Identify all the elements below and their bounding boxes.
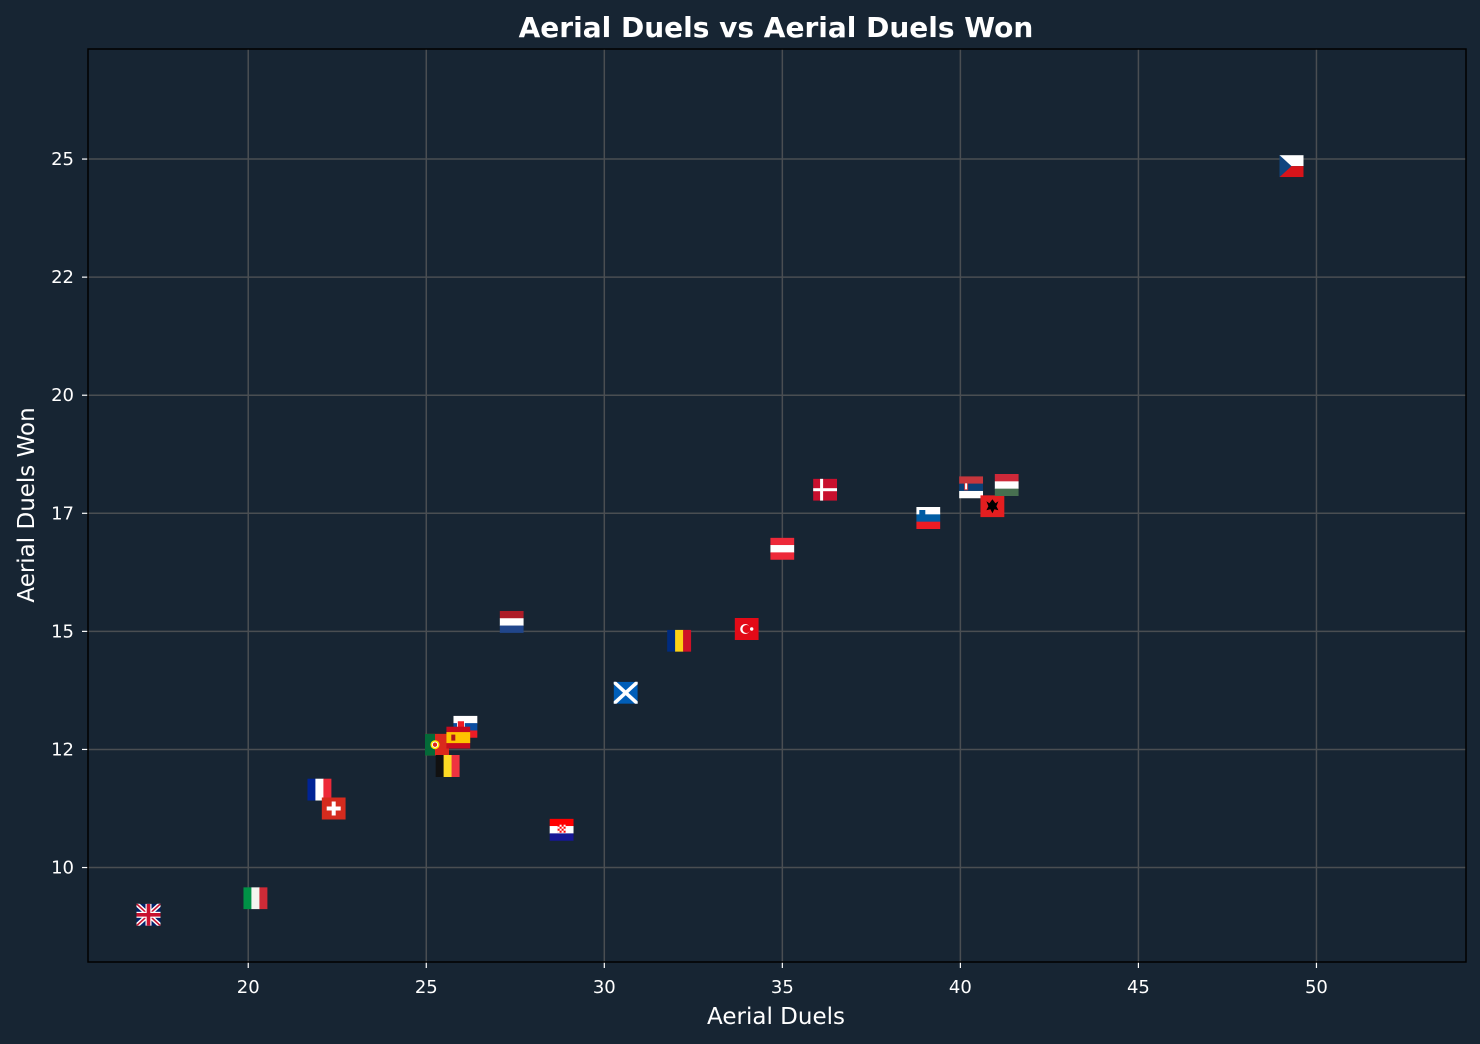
data-point-netherlands-flag-icon [499,610,524,633]
data-points [136,155,1304,926]
axis-ticks: 20 25 30 35 40 45 50 10 12 15 17 20 22 25 [51,149,1328,998]
plot-area: 20 25 30 35 40 45 50 10 12 15 17 20 22 25 [51,48,1467,998]
data-point-slovenia-flag-icon [916,507,941,529]
data-point-serbia-flag-icon [959,476,984,499]
y-tick-label: 17 [51,503,74,524]
plot-frame [87,48,1467,963]
data-point-england-flag-icon [136,903,161,926]
data-point-switzerland-flag-icon [321,797,346,820]
y-tick-label: 12 [51,739,74,760]
x-tick-label: 35 [771,977,794,998]
data-point-romania-flag-icon [667,629,692,652]
data-point-turkey-flag-icon [734,618,759,640]
y-axis-label: Aerial Duels Won [14,407,40,602]
x-tick-label: 40 [949,977,972,998]
y-tick-label: 22 [51,267,74,288]
data-point-france-flag-icon [307,778,332,801]
y-tick-label: 25 [51,149,74,170]
data-point-belgium-flag-icon [435,755,460,777]
data-point-scotland-flag-icon [613,681,638,704]
grid [88,49,1466,962]
x-tick-label: 45 [1127,977,1150,998]
y-tick-label: 20 [51,385,74,406]
x-tick-label: 20 [237,977,260,998]
data-point-austria-flag-icon [770,537,795,560]
data-point-italy-flag-icon [243,887,268,910]
data-point-portugal-flag-icon [425,733,449,756]
x-tick-label: 30 [593,977,616,998]
x-axis-label: Aerial Duels [707,1004,845,1030]
y-tick-label: 10 [51,858,74,879]
data-point-albania-flag-icon [980,495,1005,518]
data-point-spain-flag-icon [446,726,471,749]
data-point-croatia-flag-icon [549,818,574,841]
x-tick-label: 25 [415,977,438,998]
data-point-denmark-flag-icon [813,478,838,501]
y-tick-label: 15 [51,621,74,642]
data-point-czechia-flag-icon [1279,155,1304,178]
data-point-hungary-flag-icon [994,474,1019,496]
chart-title: Aerial Duels vs Aerial Duels Won [519,11,1034,44]
x-tick-label: 50 [1305,977,1328,998]
